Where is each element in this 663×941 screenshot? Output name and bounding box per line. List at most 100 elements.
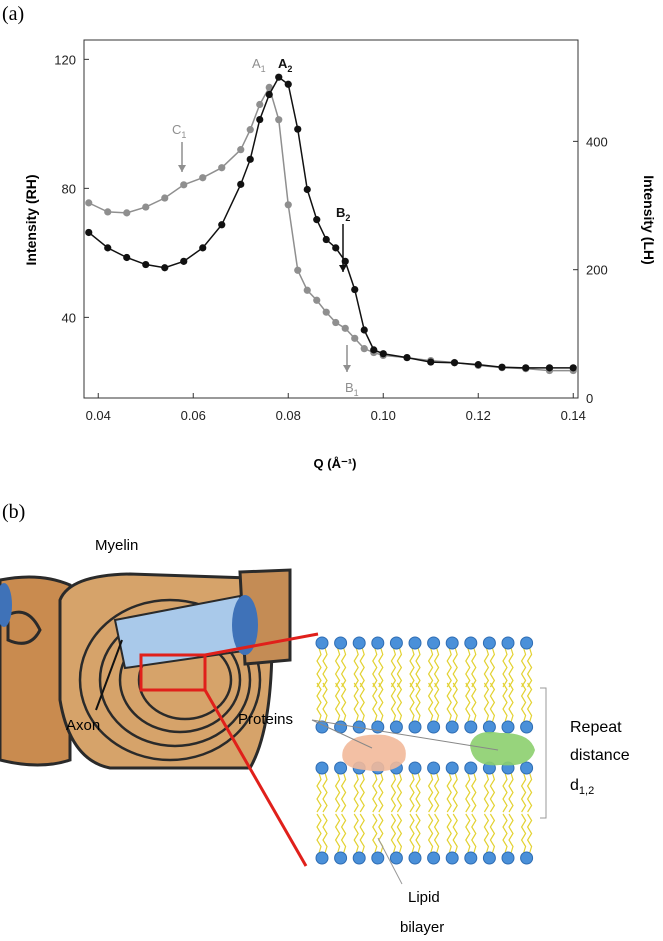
data-point <box>522 364 530 372</box>
data-point <box>265 90 273 99</box>
data-point <box>450 359 459 367</box>
lipid-tail <box>471 647 477 688</box>
data-point <box>237 180 245 188</box>
data-point <box>569 364 577 372</box>
lipid-tail <box>409 772 415 813</box>
lipid-tail <box>508 772 514 813</box>
lipid-tail <box>334 647 341 688</box>
lipid-tail <box>316 813 322 854</box>
x-axis-title: Q (Å⁻¹) <box>314 456 357 471</box>
lipid-tail <box>502 772 508 813</box>
data-point <box>104 244 112 252</box>
lipid-tail <box>390 682 397 723</box>
protein <box>470 731 535 766</box>
lipid-head <box>352 851 366 865</box>
lipid-head <box>445 720 459 734</box>
pointer <box>377 837 403 885</box>
myelin-illustration <box>0 568 319 867</box>
data-point <box>284 201 292 209</box>
zoom-line <box>203 689 308 867</box>
annotation: A1 <box>252 56 266 74</box>
x-tick-label: 0.10 <box>371 408 396 423</box>
data-point <box>123 209 131 217</box>
lipid-head <box>315 851 329 865</box>
lipid-tail <box>452 647 458 688</box>
annotation: C1 <box>172 122 186 140</box>
axon-end <box>0 583 12 627</box>
lipid-tail <box>322 772 328 813</box>
y-tick-label: 80 <box>62 181 76 196</box>
annotation-text: B <box>345 380 354 395</box>
data-point <box>123 253 131 262</box>
arrow-head <box>178 165 186 172</box>
lipid-head <box>501 636 515 650</box>
data-point <box>199 244 207 252</box>
lipid-tail <box>334 682 341 723</box>
lipid-tail <box>378 813 384 854</box>
lipid-tail <box>396 813 403 854</box>
lipid-tail <box>334 772 341 813</box>
x-tick-label: 0.14 <box>561 408 586 423</box>
lipid-head <box>389 720 403 734</box>
data-point <box>370 346 378 354</box>
lipid-tail <box>409 682 415 723</box>
lipid-tail <box>452 682 458 723</box>
lipid-head <box>389 636 403 650</box>
lipid-tail <box>502 813 508 854</box>
lipid-tail <box>396 772 403 813</box>
lipid-tail <box>433 682 440 723</box>
lipid-tail <box>359 813 365 854</box>
lipid-label: Lipid <box>408 889 440 906</box>
lipid-tail <box>409 813 415 854</box>
plot-area: 0.04 0.06 0.08 0.10 0.12 0.1440801200200400A1… <box>54 52 607 423</box>
data-point <box>161 264 169 272</box>
data-point <box>545 364 554 372</box>
data-point <box>313 296 321 304</box>
annotation-sub: 2 <box>345 213 350 223</box>
lipid-head <box>408 851 422 865</box>
lipid-tail <box>452 813 458 854</box>
data-point <box>303 286 311 294</box>
data-point <box>427 358 435 366</box>
lipid-tail <box>353 772 359 813</box>
lipid-head <box>427 720 441 734</box>
lipid-tail <box>359 647 365 688</box>
lipid-head <box>520 851 534 865</box>
lipid-tail <box>483 647 490 688</box>
lipid-tail <box>508 647 514 688</box>
lipid-tail <box>340 772 347 813</box>
data-point <box>218 164 226 172</box>
data-point <box>161 194 169 202</box>
data-point <box>246 126 254 134</box>
lipid-tail <box>390 647 397 688</box>
lipid-tail <box>359 682 365 723</box>
data-point <box>403 353 411 362</box>
lipid-head <box>482 720 496 734</box>
data-point <box>498 363 506 371</box>
zoom-line <box>204 632 319 657</box>
annotation-sub: 1 <box>354 388 359 398</box>
data-point <box>246 155 254 163</box>
data-point <box>85 228 93 237</box>
data-point <box>360 326 368 334</box>
data-point <box>275 73 283 81</box>
data-point <box>218 221 226 229</box>
lipid-head <box>445 636 459 650</box>
lipid-head <box>315 636 329 650</box>
y-axis-title: Intensity (RH) <box>23 175 39 266</box>
lipid-tail <box>396 682 403 723</box>
lipid-head <box>501 720 515 734</box>
lipid-tail <box>520 682 527 723</box>
annotation-text: B <box>336 205 345 220</box>
data-point <box>275 116 283 124</box>
lipid-tail <box>316 682 322 723</box>
data-point <box>180 257 188 265</box>
lipid-head <box>389 851 403 865</box>
data-point <box>256 115 264 124</box>
lipid-tail <box>322 647 328 688</box>
data-point <box>379 350 387 358</box>
lipid-tail <box>452 772 458 813</box>
data-point <box>313 216 321 224</box>
arrow-head <box>339 265 347 272</box>
